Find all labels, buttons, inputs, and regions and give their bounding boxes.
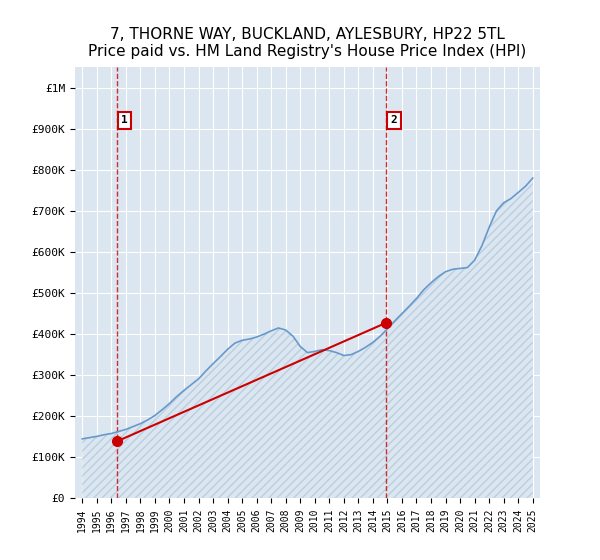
Text: 2: 2 (391, 115, 397, 125)
Title: 7, THORNE WAY, BUCKLAND, AYLESBURY, HP22 5TL
Price paid vs. HM Land Registry's H: 7, THORNE WAY, BUCKLAND, AYLESBURY, HP22… (88, 27, 527, 59)
Text: 1: 1 (121, 115, 128, 125)
